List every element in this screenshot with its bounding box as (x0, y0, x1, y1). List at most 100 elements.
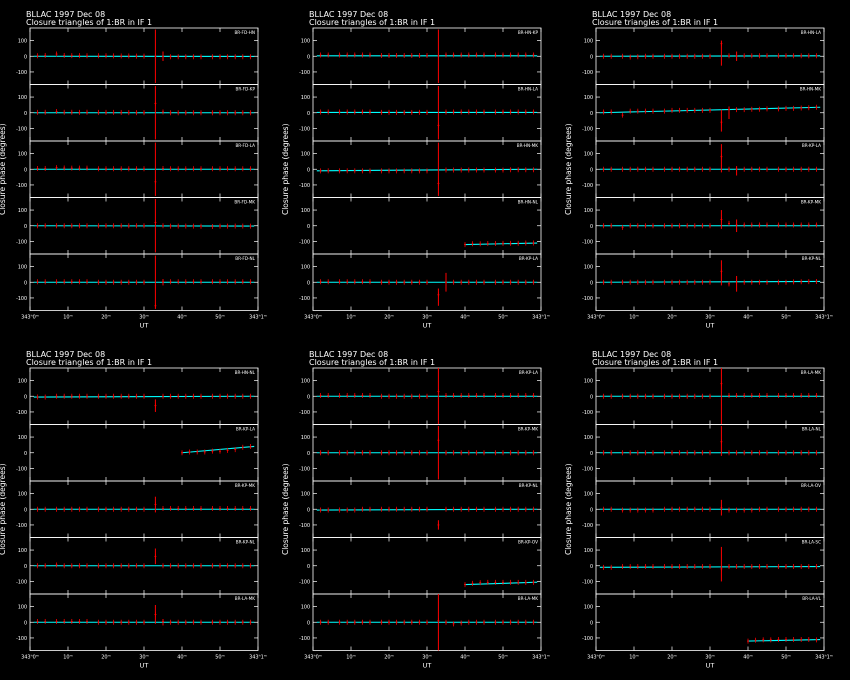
chart-5-panel-1-ytick-label: 0 (590, 451, 593, 457)
chart-1-panel-1-baseline-label: BR-HN-LA (518, 87, 538, 92)
chart-2-panel-2-ytick-label: 100 (584, 152, 593, 158)
chart-2-xtick-label: 40ᵐ (743, 315, 752, 321)
chart-3-xtick-label: 40ᵐ (177, 655, 186, 661)
chart-1-panel-3-ytick-label: 0 (307, 224, 310, 230)
chart-4-panel-4-ytick-label: 0 (307, 620, 310, 626)
chart-4-panel-3-frame (312, 537, 542, 595)
chart-2-panel-3-ytick-label: -100 (582, 239, 593, 245)
chart-4-panel-2-ytick-label: 0 (307, 507, 310, 513)
chart-4-panel-1-ytick-label: 100 (301, 435, 310, 441)
chart-0-xtick-label: 343ʰ1ᵐ (249, 315, 267, 321)
chart-2-panel-0-ytick-label: 100 (584, 39, 593, 45)
chart-2-panel-3-ytick-label: 0 (590, 224, 593, 230)
chart-0-panel-1-ytick-label: 0 (24, 111, 27, 117)
chart-0-xtick-label: 343ʰ0ᵐ (21, 315, 39, 321)
chart-1-panel-1-ytick-label: 100 (301, 95, 310, 101)
chart-2-xtick-label: 343ʰ0ᵐ (587, 315, 605, 321)
chart-0-panel-2-ytick-label: 0 (24, 167, 27, 173)
chart-0-panel-4-ytick-label: 100 (18, 265, 27, 271)
chart-2-panel-4-ytick-label: 0 (590, 280, 593, 286)
chart-2-ylabel: Closure phase (degrees) (564, 123, 573, 215)
chart-1-xtick-label: 40ᵐ (460, 315, 469, 321)
chart-0-panel-2-ytick-label: -100 (16, 183, 27, 189)
chart-2-panel-4-ytick-label: -100 (582, 296, 593, 302)
chart-0-xlabel: UT (140, 322, 149, 330)
chart-2-xtick-label: 50ᵐ (781, 315, 790, 321)
chart-4-panel-2-baseline-label: BR-KP-NL (519, 483, 539, 488)
chart-5-panel-3-ytick-label: 0 (590, 564, 593, 570)
chart-0-panel-4-baseline-label: BR-FD-NL (235, 256, 255, 261)
chart-4-panel-0-baseline-label: BR-KP-LA (519, 370, 538, 375)
chart-5-panel-1-ytick-label: -100 (582, 466, 593, 472)
chart-3-panel-1-frame (29, 424, 259, 482)
chart-3-ylabel: Closure phase (degrees) (0, 463, 7, 555)
chart-5-panel-0-baseline-label: BR-LA-MK (801, 370, 821, 375)
chart-1-panel-2-baseline-label: BR-HN-MK (517, 143, 539, 148)
chart-3-panel-3-ytick-label: 100 (18, 548, 27, 554)
chart-2-panel-4-baseline-label: BR-KP-NL (802, 256, 822, 261)
chart-5-xtick-label: 50ᵐ (781, 655, 790, 661)
chart-5-panel-0-ytick-label: -100 (582, 410, 593, 416)
chart-5-xtick-label: 30ᵐ (705, 655, 714, 661)
chart-1-panel-4-ytick-label: 0 (307, 280, 310, 286)
chart-2-xlabel: UT (706, 322, 715, 330)
chart-2-panel-3-ytick-label: 100 (584, 208, 593, 214)
chart-4-title: BLLAC 1997 Dec 08 (309, 350, 388, 359)
chart-3-xtick-label: 343ʰ1ᵐ (249, 655, 267, 661)
chart-0-panel-3-ytick-label: 0 (24, 224, 27, 230)
chart-4-panel-3-ytick-label: 100 (301, 548, 310, 554)
chart-2-xtick-label: 343ʰ1ᵐ (815, 315, 833, 321)
chart-3-panel-2-baseline-label: BR-KP-MK (235, 483, 255, 488)
chart-3-xlabel: UT (140, 662, 149, 670)
chart-3-xtick-label: 343ʰ0ᵐ (21, 655, 39, 661)
chart-2-panel-3-baseline-label: BR-KP-MK (801, 200, 821, 205)
chart-3-subtitle: Closure triangles of 1:BR in IF 1 (26, 358, 152, 367)
chart-2-title: BLLAC 1997 Dec 08 (592, 10, 671, 19)
chart-3-panel-1-ytick-label: 0 (24, 451, 27, 457)
chart-3-title: BLLAC 1997 Dec 08 (26, 350, 105, 359)
chart-4-panel-1-ytick-label: 0 (307, 451, 310, 457)
chart-2-panel-2-ytick-label: -100 (582, 183, 593, 189)
chart-5-xtick-label: 343ʰ1ᵐ (815, 655, 833, 661)
chart-0-panel-0-baseline-label: BR-FD-HN (234, 30, 255, 35)
chart-3-panel-0-ytick-label: 0 (24, 394, 27, 400)
chart-1-xlabel: UT (423, 322, 432, 330)
chart-2-panel-0-ytick-label: 0 (590, 54, 593, 60)
chart-3-xtick-label: 30ᵐ (139, 655, 148, 661)
chart-1-xtick-label: 343ʰ0ᵐ (304, 315, 322, 321)
chart-4-panel-0-ytick-label: -100 (299, 410, 310, 416)
chart-2-panel-4-ytick-label: 100 (584, 265, 593, 271)
chart-0-xtick-label: 20ᵐ (101, 315, 110, 321)
chart-3-panel-2-ytick-label: 0 (24, 507, 27, 513)
chart-3-panel-2-ytick-label: 100 (18, 492, 27, 498)
chart-3-xtick-label: 50ᵐ (215, 655, 224, 661)
chart-4-xtick-label: 50ᵐ (498, 655, 507, 661)
chart-1-panel-1-ytick-label: -100 (299, 126, 310, 132)
chart-2-xtick-label: 30ᵐ (705, 315, 714, 321)
chart-0-panel-0-ytick-label: -100 (16, 70, 27, 76)
chart-5-panel-4-ytick-label: 100 (584, 605, 593, 611)
chart-1-xtick-label: 343ʰ1ᵐ (532, 315, 550, 321)
chart-3-panel-0-ytick-label: -100 (16, 410, 27, 416)
chart-5-panel-0-ytick-label: 0 (590, 394, 593, 400)
chart-0-xtick-label: 30ᵐ (139, 315, 148, 321)
chart-2-panel-2-ytick-label: 0 (590, 167, 593, 173)
chart-1-panel-4-baseline-label: BR-KP-LA (519, 256, 538, 261)
chart-5-panel-3-ytick-label: -100 (582, 579, 593, 585)
chart-3-panel-0-baseline-label: BR-HN-NL (235, 370, 256, 375)
chart-3-xtick-label: 10ᵐ (63, 655, 72, 661)
chart-3-panel-3-ytick-label: 0 (24, 564, 27, 570)
chart-3-panel-1-ytick-label: 100 (18, 435, 27, 441)
chart-4-panel-3-ytick-label: -100 (299, 579, 310, 585)
chart-4-xtick-label: 10ᵐ (346, 655, 355, 661)
chart-5-ylabel: Closure phase (degrees) (564, 463, 573, 555)
chart-1-xtick-label: 50ᵐ (498, 315, 507, 321)
chart-0-panel-3-baseline-label: BR-FD-MK (234, 200, 255, 205)
chart-3-xtick-label: 20ᵐ (101, 655, 110, 661)
chart-3-panel-4-baseline-label: BR-LA-MK (235, 596, 255, 601)
chart-0-subtitle: Closure triangles of 1:BR in IF 1 (26, 18, 152, 27)
chart-1-panel-3-ytick-label: 100 (301, 208, 310, 214)
chart-0-panel-1-baseline-label: BR-FD-KP (235, 87, 255, 92)
chart-0-panel-2-ytick-label: 100 (18, 152, 27, 158)
